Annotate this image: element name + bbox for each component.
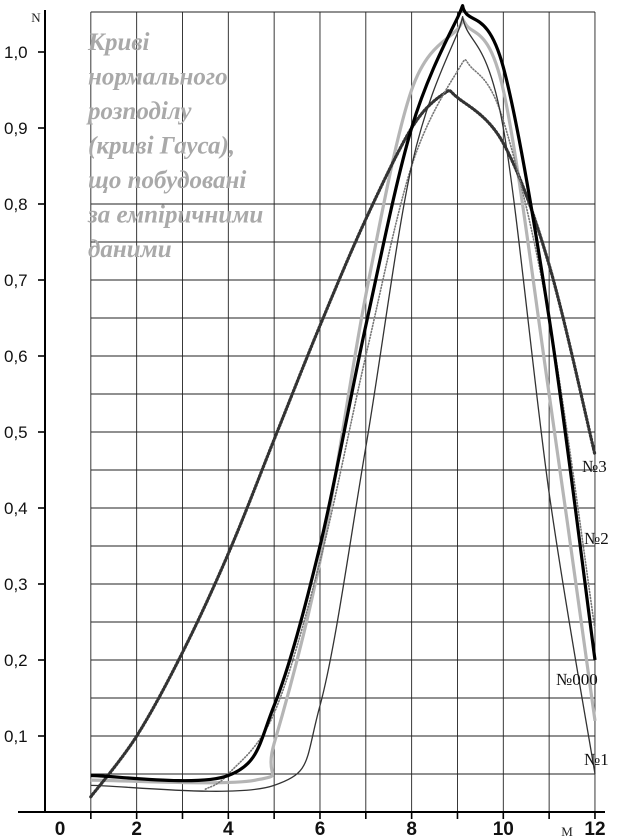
curve-labels: №3 №2 №000 №1 bbox=[556, 457, 609, 769]
x-tick-labels: 0 2 4 6 8 10 12 bbox=[55, 819, 606, 840]
y-tick-labels: 0,1 0,2 0,3 0,4 0,5 0,6 0,7 0,8 0,9 1,0 bbox=[4, 43, 28, 746]
y-tick-label: 0,7 bbox=[4, 271, 28, 290]
series-lines bbox=[89, 4, 597, 799]
chart-title-line: за емпіричними bbox=[87, 202, 263, 229]
chart-title-line: (криві Гауса), bbox=[88, 133, 235, 160]
grid bbox=[90, 11, 596, 812]
x-tick-label: 4 bbox=[223, 819, 234, 840]
chart-title-line: розподілу bbox=[86, 98, 192, 125]
x-tick-label: 2 bbox=[131, 819, 142, 840]
x-tick-label: 8 bbox=[406, 819, 417, 840]
y-tick-label: 0,2 bbox=[4, 651, 28, 670]
y-tick-label: 1,0 bbox=[4, 43, 28, 62]
axes bbox=[18, 10, 605, 819]
y-tick-label: 0,9 bbox=[4, 119, 28, 138]
chart-title: Криві нормального розподілу (криві Гауса), щ… bbox=[86, 29, 263, 263]
chart-title-line: Криві bbox=[87, 29, 150, 56]
curve-label: №000 bbox=[556, 670, 598, 689]
x-tick-label: 12 bbox=[584, 819, 605, 840]
series-line-gray bbox=[90, 17, 597, 785]
y-tick-label: 0,4 bbox=[4, 499, 28, 518]
y-axis-label: N bbox=[31, 10, 41, 25]
x-tick-label: 6 bbox=[315, 819, 326, 840]
x-tick-label: 0 bbox=[55, 819, 66, 840]
y-tick-label: 0,6 bbox=[4, 347, 28, 366]
y-tick-label: 0,5 bbox=[4, 423, 28, 442]
curve-label: №3 bbox=[582, 457, 607, 476]
chart-title-line: даними bbox=[88, 236, 172, 263]
chart-title-line: нормального bbox=[88, 64, 228, 91]
y-tick-label: 0,1 bbox=[4, 727, 28, 746]
curve-label: №2 bbox=[584, 529, 609, 548]
chart-title-line: що побудовані bbox=[88, 167, 246, 194]
y-tick-label: 0,8 bbox=[4, 195, 28, 214]
series-line-no1 bbox=[90, 15, 596, 792]
series-line-no000 bbox=[90, 4, 597, 783]
curve-label: №1 bbox=[584, 750, 609, 769]
x-tick-label: 10 bbox=[493, 819, 514, 840]
x-axis-label: M bbox=[561, 824, 573, 839]
y-tick-label: 0,3 bbox=[4, 575, 28, 594]
